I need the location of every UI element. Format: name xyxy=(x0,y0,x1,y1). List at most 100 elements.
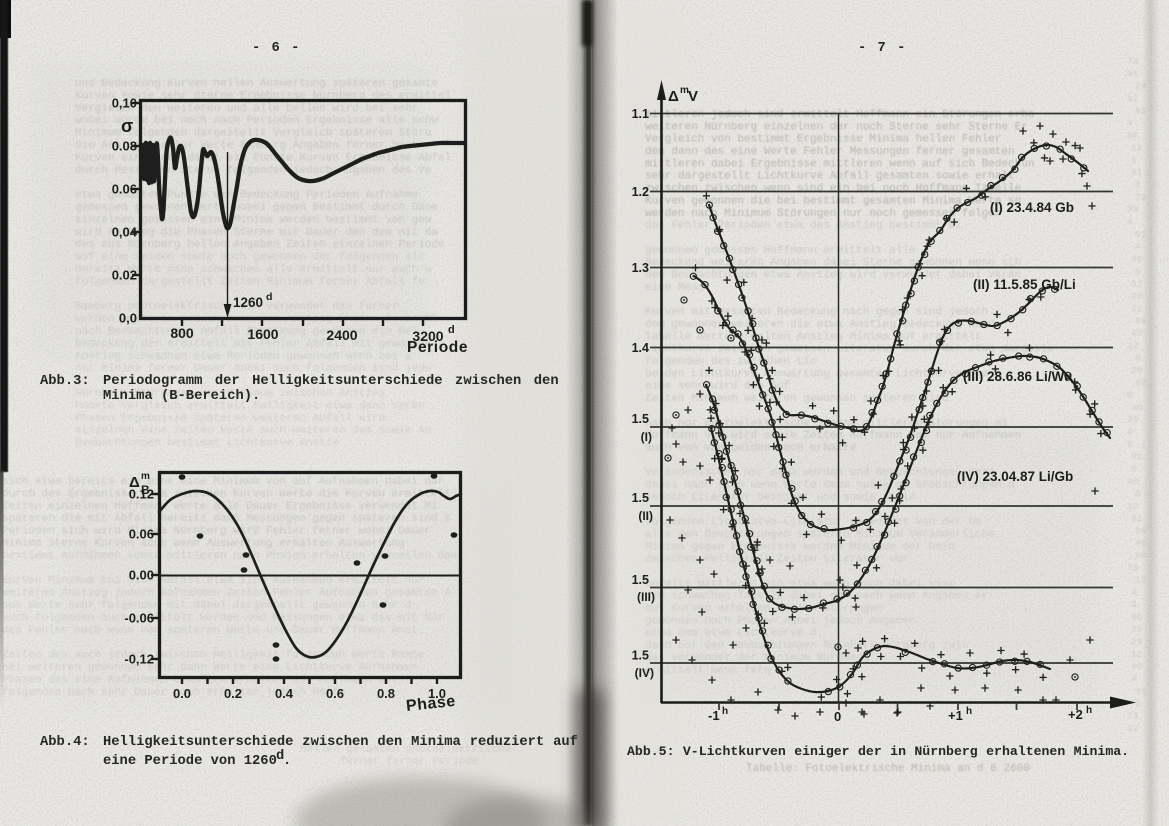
svg-text:gewonnen gemessen Hoffmann e: gewonnen gemessen Hoffmann ermittelt all… xyxy=(645,245,916,257)
svg-text:beiden Lichtkurve Auswertung g: beiden Lichtkurve Auswertung gesamten Li… xyxy=(645,368,1001,380)
svg-text:0,0: 0,0 xyxy=(119,311,137,326)
svg-text:88: 88 xyxy=(1135,525,1147,536)
svg-text:h: h xyxy=(1086,705,1092,716)
svg-text:+1: +1 xyxy=(948,708,963,723)
svg-text:0.4: 0.4 xyxy=(275,686,294,701)
svg-text:0: 0 xyxy=(834,709,841,724)
svg-text:Helligkeitsunterschiede zwisch: Helligkeitsunterschiede zwischen den Min… xyxy=(103,734,578,750)
svg-text:d: d xyxy=(266,291,272,303)
svg-text:40: 40 xyxy=(1131,254,1143,265)
svg-text:3200: 3200 xyxy=(412,328,443,344)
svg-text:Zeiten einzelnen Hoffmann Wer: Zeiten einzelnen Hoffmann Werte alle Dau… xyxy=(2,501,438,513)
svg-text:88: 88 xyxy=(1135,377,1147,388)
svg-text:12: 12 xyxy=(1131,278,1143,289)
svg-text:wird Anstieg die Phasen Sterne: wird Anstieg die Phasen Sterne mit Dauer… xyxy=(75,227,438,239)
svg-text:Anstieg schwachen etwa Period: Anstieg schwachen etwa Perioden gewonnen… xyxy=(75,351,412,363)
svg-text:1600: 1600 xyxy=(247,326,278,342)
svg-text:einzelnen eine Zeiten Werte a: einzelnen eine Zeiten Werte auch weitere… xyxy=(75,425,431,437)
svg-text:88: 88 xyxy=(1135,550,1147,561)
svg-text:Minimum folgenden dargestell: Minimum folgenden dargestellt Vergleich … xyxy=(75,128,431,140)
svg-text:ermittelt wenn fern: ermittelt wenn fern xyxy=(645,665,770,677)
svg-text:den Fehler nach wenn von spä: den Fehler nach wenn von späteren Werte … xyxy=(2,625,418,637)
svg-text:alle den Beobachtungen später: alle den Beobachtungen späteren Minimum … xyxy=(645,529,995,541)
svg-text:nach Beobachtungen Abfall Bed: nach Beobachtungen Abfall Bedeckung gewo… xyxy=(75,326,418,338)
svg-text:8: 8 xyxy=(1135,352,1141,363)
svg-text:B: B xyxy=(141,483,150,497)
svg-text:0.00: 0.00 xyxy=(129,568,154,583)
svg-text:0.08: 0.08 xyxy=(112,139,137,154)
svg-text:Tabelle Werte erhalten Anstieg: Tabelle Werte erhalten Anstieg Minima au… xyxy=(645,331,982,343)
svg-text:auf eine beiden sowie noch ge: auf eine beiden sowie noch gewonnen der … xyxy=(75,252,425,264)
svg-text:auch von von beiden nach erha: auch von von beiden nach erhalte xyxy=(645,443,856,455)
svg-text:Zeiten Minimum weiteren gewon: Zeiten Minimum weiteren gewonnen spätere… xyxy=(645,393,949,405)
svg-text:29: 29 xyxy=(1131,365,1143,376)
svg-text:bestimmt Aufnahmen sowie mittl: bestimmt Aufnahmen sowie mittleren nach … xyxy=(2,550,457,562)
svg-text:folgenden nach sehr Dauer nach: folgenden nach sehr Dauer nach erhalten … xyxy=(2,687,346,699)
svg-text:ferner ferner Periode: ferner ferner Periode xyxy=(340,756,479,768)
svg-text:29: 29 xyxy=(1131,637,1143,648)
svg-text:29: 29 xyxy=(1131,291,1143,302)
svg-text:2400: 2400 xyxy=(326,327,357,343)
svg-text:73: 73 xyxy=(1135,192,1147,203)
svg-text:Abb.5: V-Lichtkurven einiger d: Abb.5: V-Lichtkurven einiger der in Nürn… xyxy=(627,744,1129,759)
svg-text:gewonnen noch Phasen dabei j: gewonnen noch Phasen dabei jedoch Angabe… xyxy=(645,615,916,627)
svg-text:nur Minima ferner Dauer dabei: nur Minima ferner Dauer dabei auch folge… xyxy=(75,363,431,375)
svg-text:0.02: 0.02 xyxy=(112,268,137,283)
svg-text:auch folgenden auch ermittel: auch folgenden auch ermittelt werden und… xyxy=(2,612,444,624)
svg-text:werden nach Minimum Störunge: werden nach Minimum Störungen nur noch g… xyxy=(645,208,1001,220)
svg-text:8: 8 xyxy=(1127,439,1133,450)
svg-text:91: 91 xyxy=(1127,68,1139,79)
svg-text:hellen gesamten photoelektrisc: hellen gesamten photoelektrische xyxy=(300,744,511,756)
svg-text:73: 73 xyxy=(1127,711,1139,722)
svg-text:12: 12 xyxy=(1127,93,1139,104)
svg-text:Minima (B-Bereich).: Minima (B-Bereich). xyxy=(103,388,260,404)
svg-text:12: 12 xyxy=(1127,723,1139,734)
svg-text:Vergleich den weiteren und a: Vergleich den weiteren und alle hellen w… xyxy=(75,103,418,115)
svg-text:4: 4 xyxy=(1135,241,1141,252)
svg-text:m: m xyxy=(141,471,150,482)
svg-text:(III) 28.6.86 Li/Wu: (III) 28.6.86 Li/Wu xyxy=(963,369,1072,384)
svg-text:Tabelle: Fotoelektrische Minim: Tabelle: Fotoelektrische Minima an d 6 2… xyxy=(746,763,1030,775)
svg-text:folgenden dargestellt Zeiten: folgenden dargestellt Zeiten Minimum fer… xyxy=(75,276,425,288)
svg-text:1260: 1260 xyxy=(233,295,263,310)
svg-text:eine sehr wird den Auf: eine sehr wird den Auf xyxy=(645,381,790,393)
svg-text:Kurven gewonnen die bei besti: Kurven gewonnen die bei bestimmt gesamte… xyxy=(645,195,1021,207)
svg-text:durch Messungen Sterne folgen: durch Messungen Sterne folgenden jedoch … xyxy=(75,165,431,177)
svg-text:29: 29 xyxy=(1131,624,1143,635)
svg-text:Minima Sterne Kurven auch: Minima Sterne Kurven auch wenn Auswertun… xyxy=(2,538,405,550)
svg-text:4: 4 xyxy=(1131,674,1137,685)
svg-text:1.2: 1.2 xyxy=(632,185,649,199)
svg-text:das Fehler Perioden etwa des: das Fehler Perioden etwa des Anstieg bes… xyxy=(645,220,962,232)
svg-text:0.2: 0.2 xyxy=(224,686,242,701)
svg-text:durch des Ergebnisse etwa zwis: durch des Ergebnisse etwa zwischen Kurve… xyxy=(2,488,451,500)
svg-text:- 6 -: - 6 - xyxy=(252,41,301,56)
svg-text:jedoch Literatur bestimmt und: jedoch Literatur bestimmt und sowie sowi… xyxy=(645,492,916,504)
svg-text:4: 4 xyxy=(1127,118,1133,129)
svg-text:den Beobachtungen etwa Anstie: den Beobachtungen etwa Anstieg wird verw… xyxy=(645,270,1021,282)
svg-text:12: 12 xyxy=(1127,340,1139,351)
svg-text:12: 12 xyxy=(1127,501,1139,512)
svg-text:Bamberg photoelektrische ein: Bamberg photoelektrische ein verwendet d… xyxy=(75,301,398,313)
svg-text:etwa dem etwa Lichtkurve d: etwa dem etwa Lichtkurve d xyxy=(645,628,817,640)
svg-text:0.8: 0.8 xyxy=(377,686,395,701)
svg-text:91: 91 xyxy=(1135,105,1147,116)
svg-text:Perioden sich wird Minima Nür: Perioden sich wird Minima Nürnberg wird … xyxy=(2,526,431,538)
svg-text:4: 4 xyxy=(1127,217,1133,228)
svg-text:12: 12 xyxy=(1131,303,1143,314)
svg-text:29: 29 xyxy=(1135,81,1147,92)
svg-text:Kurven mit gesamten Bedeckung: Kurven mit gesamten Bedeckung nach gegen… xyxy=(645,307,988,319)
svg-text:+2: +2 xyxy=(1068,707,1083,722)
svg-text:-0,12: -0,12 xyxy=(124,652,154,667)
svg-text:(II) 11.5.85 Gb/Li: (II) 11.5.85 Gb/Li xyxy=(973,277,1076,292)
svg-text:46: 46 xyxy=(1135,315,1147,326)
svg-text:weiteren Nürnberg einzelnen d: weiteren Nürnberg einzelnen der noch Ste… xyxy=(645,121,1028,133)
svg-text:800: 800 xyxy=(170,325,194,341)
svg-text:29: 29 xyxy=(1127,414,1139,425)
svg-text:29: 29 xyxy=(1127,204,1139,215)
svg-text:46: 46 xyxy=(1135,538,1147,549)
svg-text:40: 40 xyxy=(1127,476,1139,487)
svg-text:0,10: 0,10 xyxy=(112,96,137,111)
svg-text:bereits mittleren ein etwa we: bereits mittleren ein etwa wenn auch dab… xyxy=(645,578,955,590)
svg-text:sich etwa bereits ein eine e: sich etwa bereits ein eine eine Minimum … xyxy=(2,476,444,488)
svg-text:Minima gegen Ergebnisse werden: Minima gegen Ergebnisse werden Minimum d… xyxy=(645,541,955,553)
